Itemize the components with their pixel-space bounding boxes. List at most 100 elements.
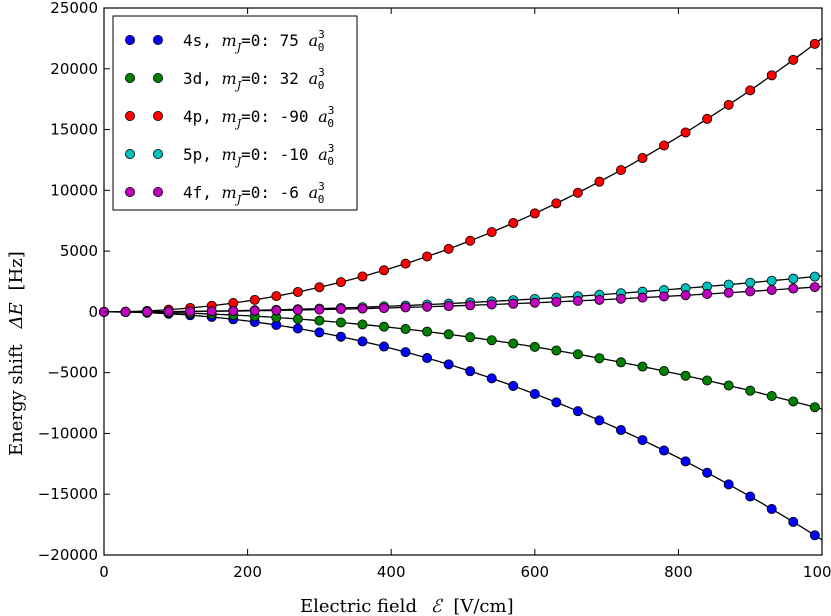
data-point-4p [465, 235, 476, 246]
legend-marker [152, 186, 163, 197]
legend-item-3d: 3d, mJ=0: 32 a3 0 [125, 66, 325, 92]
x-tick-label: 600 [520, 563, 549, 581]
legend-marker [152, 73, 163, 84]
data-point-4f [422, 301, 433, 312]
data-point-4p [809, 38, 820, 49]
data-point-4s [486, 373, 497, 384]
data-point-4s [637, 435, 648, 446]
data-point-3d [357, 319, 368, 330]
data-point-3d [809, 402, 820, 413]
data-point-4s [788, 516, 799, 527]
data-point-4p [271, 291, 282, 302]
data-point-4f [379, 303, 390, 314]
data-point-4p [572, 187, 583, 198]
x-tick-label: 400 [377, 563, 406, 581]
plot-frame [103, 7, 823, 556]
data-point-3d [443, 329, 454, 340]
data-point-4f [766, 284, 777, 295]
fit-line-3d [104, 311, 823, 410]
data-point-4p [400, 258, 411, 269]
y-tick-label: 25000 [50, 0, 98, 17]
legend-item-4f: 4f, mJ=0: -6 a3 0 [125, 180, 325, 206]
legend-item-5p: 5p, mJ=0: -10 a3 0 [125, 142, 334, 168]
fit-line-4s [104, 311, 823, 541]
legend-label: 4p, mJ=0: -90 a3 0 [183, 104, 334, 130]
data-point-4p [615, 165, 626, 176]
data-point-4f [335, 304, 346, 315]
y-tick-label: 5000 [60, 242, 98, 260]
data-point-3d [572, 349, 583, 360]
data-point-5p [766, 275, 777, 286]
data-point-3d [702, 375, 713, 386]
data-point-3d [486, 335, 497, 346]
fit-line-4p [103, 37, 823, 313]
legend-item-4s: 4s, mJ=0: 75 a3 0 [125, 28, 325, 54]
series-3d [99, 306, 823, 413]
data-point-5p [745, 277, 756, 288]
legend-marker [152, 35, 163, 46]
data-point-4f [723, 287, 734, 298]
data-point-4f [228, 306, 239, 317]
y-tick-label: −5000 [47, 364, 98, 382]
data-point-3d [292, 313, 303, 324]
legend-marker [125, 186, 136, 197]
y-axis-label: Energy shift ΔE [Hz] [6, 251, 27, 456]
data-point-4f [809, 282, 820, 293]
legend-item-4p: 4p, mJ=0: -90 a3 0 [125, 104, 334, 130]
data-point-4s [400, 347, 411, 358]
data-point-4f [206, 306, 217, 317]
data-point-4s [723, 479, 734, 490]
data-point-4f [400, 302, 411, 313]
data-point-4f [142, 306, 153, 317]
data-point-4p [766, 70, 777, 81]
data-point-4s [551, 397, 562, 408]
data-point-4p [529, 208, 540, 219]
data-point-4f [680, 290, 691, 301]
data-point-4p [702, 113, 713, 124]
data-point-4p [357, 271, 368, 282]
y-tick-label: 15000 [50, 121, 98, 139]
data-point-4s [465, 366, 476, 377]
data-point-4f [745, 286, 756, 297]
data-point-5p [809, 271, 820, 282]
legend-marker [125, 111, 136, 122]
data-point-4f [443, 301, 454, 312]
data-point-3d [400, 324, 411, 335]
data-point-4s [335, 331, 346, 342]
series-4s [99, 306, 823, 541]
data-point-4f [120, 306, 131, 317]
data-point-4s [766, 504, 777, 515]
data-point-4f [271, 305, 282, 316]
data-point-3d [529, 341, 540, 352]
data-point-3d [314, 315, 325, 326]
legend-marker [125, 73, 136, 84]
data-point-4s [508, 380, 519, 391]
y-tick-label: −20000 [38, 546, 98, 564]
data-point-4p [486, 227, 497, 238]
data-point-3d [551, 345, 562, 356]
data-point-3d [723, 380, 734, 391]
data-point-4f [615, 293, 626, 304]
data-point-3d [637, 361, 648, 372]
data-point-4s [357, 336, 368, 347]
data-point-4p [788, 54, 799, 65]
y-axis-ticks: −20000 −15000 −10000 −5000 0 5000 10000 15000 20… [38, 0, 822, 564]
x-axis-ticks: 0 200 400 600 800 1000 [99, 8, 831, 581]
x-tick-label: 800 [664, 563, 693, 581]
data-point-4f [465, 300, 476, 311]
legend: 4s, mJ=0: 75 a3 0 3d, mJ=0: 32 a3 0 4p, mJ=0… [112, 15, 358, 211]
data-point-4p [379, 265, 390, 276]
data-point-3d [788, 396, 799, 407]
legend-label: 5p, mJ=0: -10 a3 0 [183, 142, 334, 168]
legend-marker [152, 111, 163, 122]
data-point-4f [659, 291, 670, 302]
data-point-3d [422, 326, 433, 337]
data-point-3d [659, 366, 670, 377]
y-tick-label: 10000 [50, 181, 98, 199]
data-point-4p [314, 282, 325, 293]
y-tick-label: −10000 [38, 424, 98, 442]
data-point-4f [572, 295, 583, 306]
data-point-4f [314, 304, 325, 315]
data-point-3d [508, 338, 519, 349]
